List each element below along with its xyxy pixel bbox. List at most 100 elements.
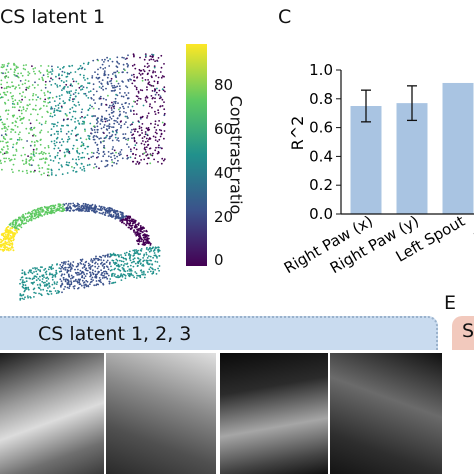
scatter-point [156, 82, 159, 85]
scatter-point [119, 151, 122, 153]
scatter-point [97, 77, 100, 79]
scatter-point [61, 74, 63, 77]
scatter-point [116, 117, 119, 120]
scatter-point [45, 120, 47, 123]
scatter-point [102, 155, 105, 158]
scatter-point [4, 160, 6, 163]
scatter-point [44, 94, 46, 97]
scatter-point [139, 236, 142, 239]
scatter-point [35, 209, 37, 212]
scatter-point [5, 87, 8, 90]
scatter-point [112, 103, 115, 106]
scatter-point [155, 129, 158, 131]
scatter-point [47, 287, 49, 289]
scatter-point [60, 164, 63, 167]
scatter-point [114, 89, 116, 92]
scatter-point [1, 121, 4, 124]
r2-bar-chart: R^2 0.00.20.40.60.81.0 Right Paw (x)Righ… [281, 61, 474, 277]
scatter-point [9, 234, 12, 237]
scatter-point [162, 159, 165, 162]
scatter-point [98, 152, 100, 155]
scatter-point [65, 202, 68, 205]
scatter-point [23, 290, 26, 293]
scatter-point [0, 118, 2, 121]
scatter-point [152, 271, 155, 274]
scatter-point [0, 248, 2, 251]
scatter-point [23, 271, 26, 273]
scatter-point [93, 138, 96, 141]
scatter-point [143, 70, 146, 73]
scatter-point [127, 156, 129, 159]
scatter-point [50, 84, 53, 86]
scatter-point [71, 85, 74, 87]
scatter-point [142, 263, 145, 266]
scatter-point [50, 207, 53, 210]
scatter-point [78, 279, 81, 282]
scatter-point [104, 67, 107, 69]
scatter-point [147, 157, 150, 160]
scatter-point [157, 161, 159, 163]
scatter-point [68, 150, 71, 153]
scatter-point [158, 120, 161, 122]
scatter-point [116, 56, 119, 59]
scatter-point [86, 164, 89, 167]
scatter-point [55, 75, 57, 78]
scatter-point [22, 283, 25, 286]
scatter-point [133, 249, 136, 252]
scatter-point [80, 208, 83, 211]
scatter-point [2, 91, 5, 94]
scatter-point [40, 89, 43, 92]
scatter-point [152, 71, 154, 74]
scatter-point [38, 70, 41, 73]
scatter-point [16, 126, 19, 128]
scatter-point [163, 101, 165, 103]
scatter-point [27, 296, 29, 299]
scatter-point [113, 122, 116, 125]
scatter-point [129, 264, 132, 267]
scatter-point [17, 228, 20, 231]
scatter-point [94, 257, 97, 260]
scatter-point [66, 148, 68, 151]
scatter-point [157, 111, 160, 114]
scatter-point [113, 101, 115, 103]
scatter-point [164, 90, 166, 93]
scatter-point [68, 90, 71, 93]
scatter-point [125, 112, 127, 114]
scatter-point [24, 79, 27, 81]
scatter-point [135, 231, 138, 234]
scatter-point [138, 222, 140, 225]
scatter-point [130, 272, 133, 275]
scatter-point [108, 125, 111, 128]
scatter-point [33, 171, 35, 173]
scatter-point [46, 206, 48, 209]
scatter-point [134, 130, 136, 133]
scatter-point [130, 150, 132, 153]
scatter-point [68, 202, 70, 205]
scatter-point [111, 126, 113, 128]
scatter-point [163, 63, 165, 65]
scatter-point [31, 272, 34, 275]
scatter-point [31, 128, 33, 131]
scatter-point [11, 221, 14, 224]
scatter-point [56, 84, 58, 86]
scatter-point [139, 69, 142, 72]
scatter-point [3, 137, 5, 140]
scatter-point [115, 130, 118, 133]
scatter-point [83, 167, 86, 170]
scatter-point [16, 75, 18, 77]
scatter-point [33, 155, 36, 157]
scatter-point [121, 221, 124, 224]
scatter-point [86, 272, 88, 275]
scatter-point [136, 131, 139, 133]
scatter-point [91, 115, 93, 118]
scatter-point [9, 92, 12, 94]
scatter-point [143, 158, 146, 161]
scatter-point [64, 113, 67, 115]
scatter-point [93, 129, 96, 131]
scatter-point [114, 97, 117, 100]
banner-label: CS latent 1, 2, 3 [38, 323, 192, 345]
scatter-point [75, 162, 77, 165]
scatter-point [35, 279, 38, 282]
scatter-point [12, 129, 15, 131]
scatter-point [143, 65, 146, 68]
